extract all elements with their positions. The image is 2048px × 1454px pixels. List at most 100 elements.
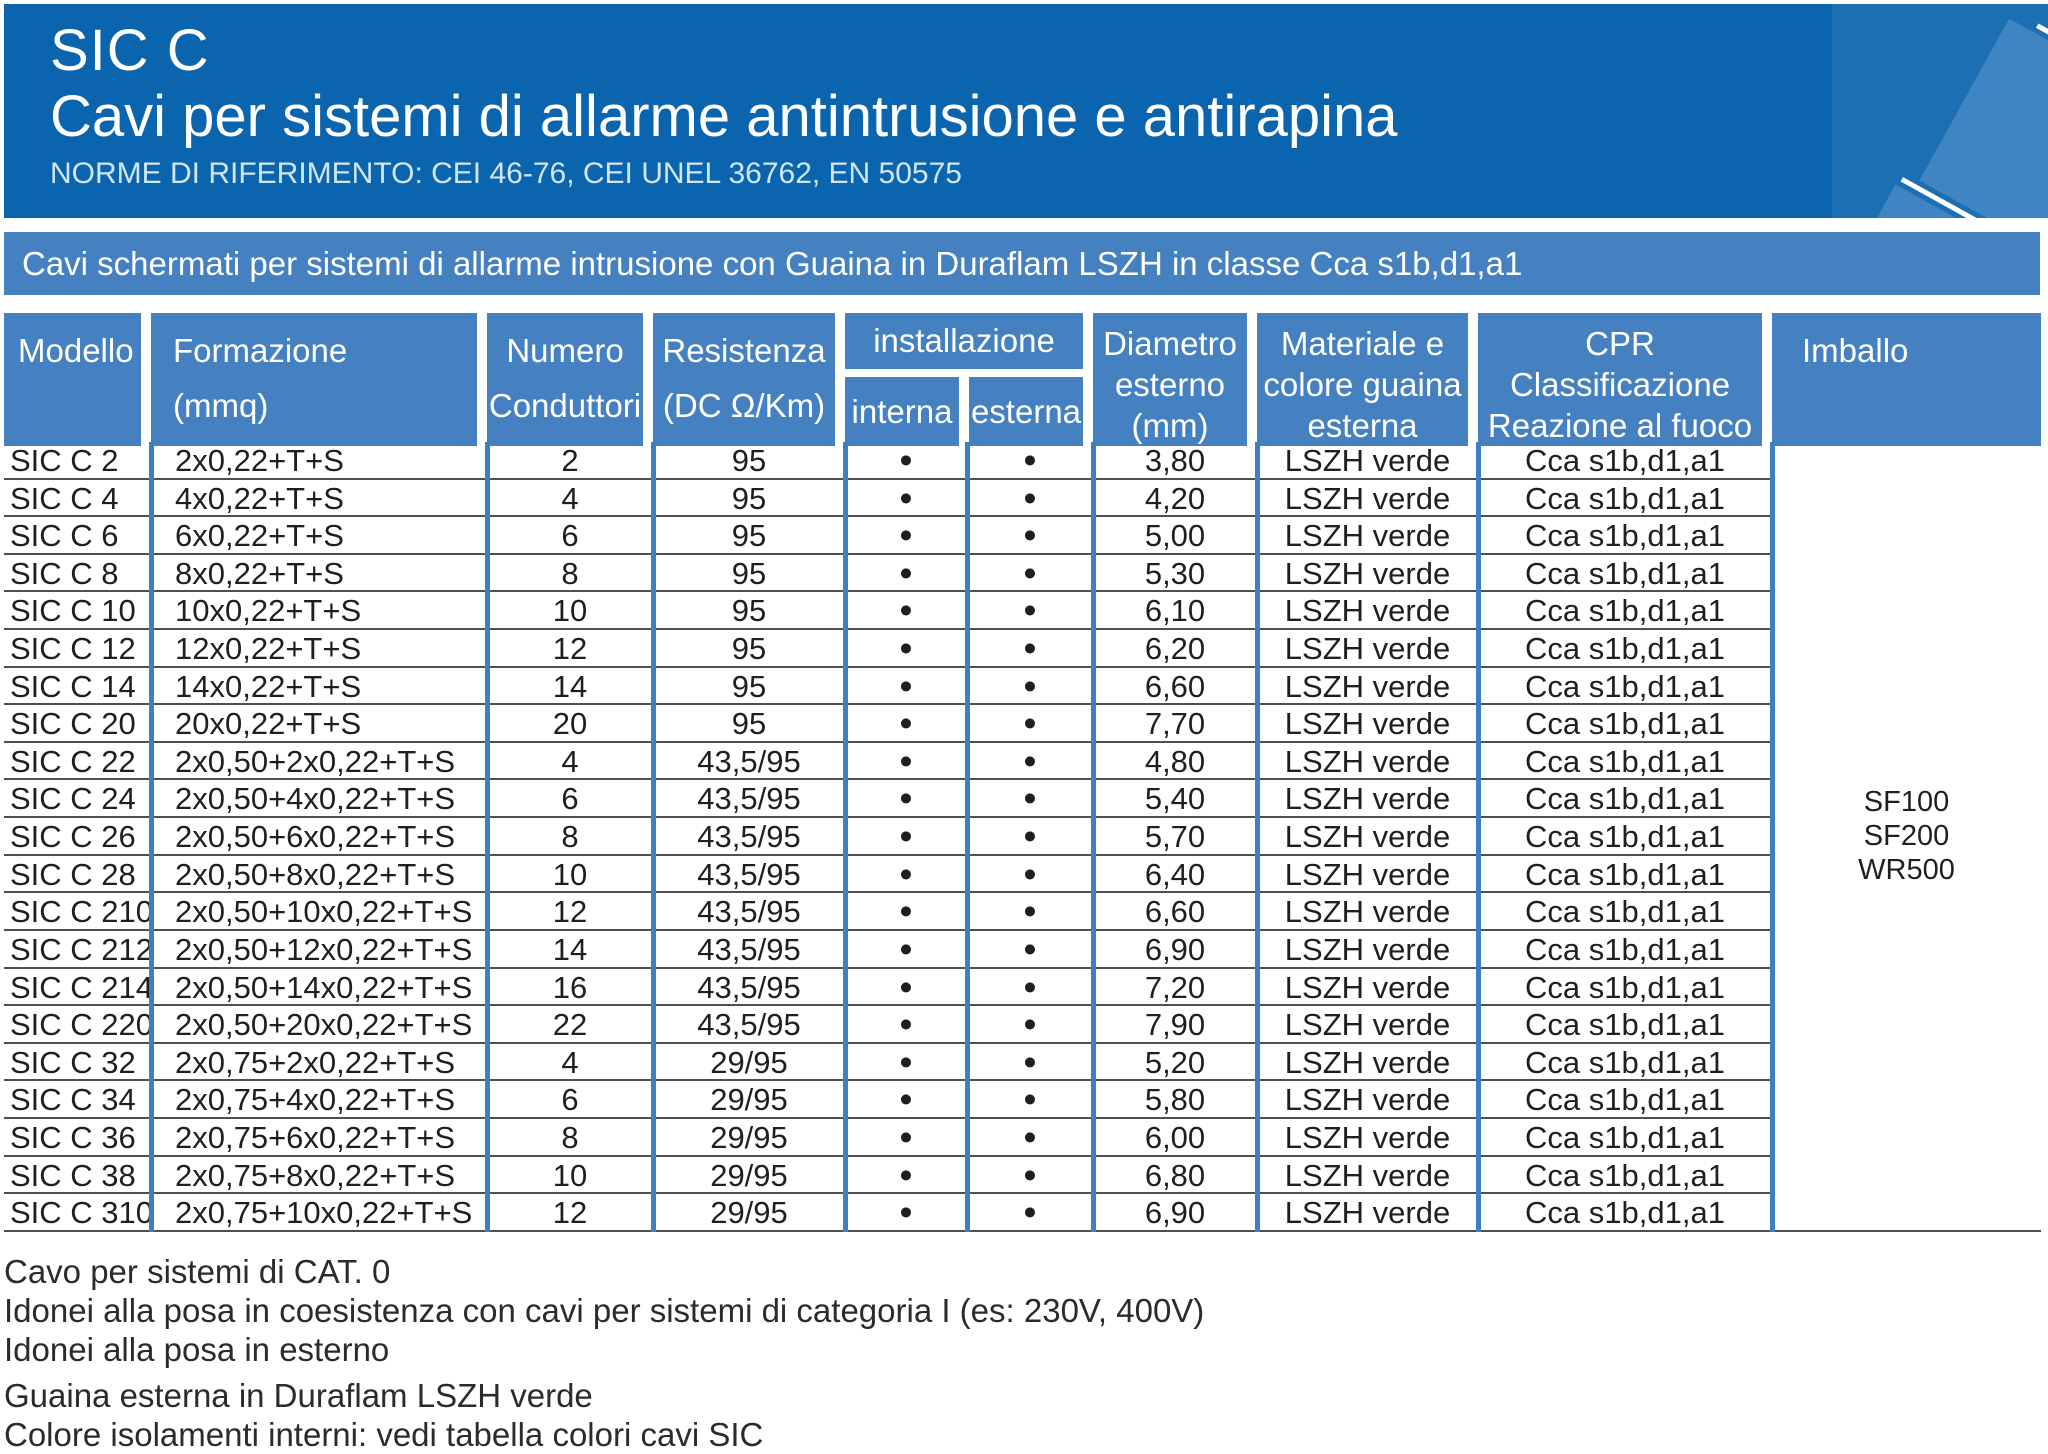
cell-resistenza: 43,5/95 xyxy=(653,969,845,1007)
cell-modello: SIC C 12 xyxy=(4,630,151,668)
installazione-esterna-dot: • xyxy=(967,893,1093,931)
cell-resistenza: 29/95 xyxy=(653,1194,845,1232)
col-header-interna: interna xyxy=(845,377,959,446)
installazione-esterna-dot: • xyxy=(967,931,1093,969)
cell-modello: SIC C 220 xyxy=(4,1006,151,1044)
cell-diametro: 6,10 xyxy=(1093,592,1257,631)
cell-materiale: LSZH verde xyxy=(1257,1194,1478,1232)
cell-formazione: 8x0,22+T+S xyxy=(151,555,487,593)
col-header-installazione-group: installazione interna esterna xyxy=(845,313,1093,446)
cell-formazione: 2x0,50+12x0,22+T+S xyxy=(151,931,487,969)
cell-modello: SIC C 8 xyxy=(4,555,151,593)
installazione-subheaders: interna esterna xyxy=(845,377,1083,446)
installazione-interna-dot: • xyxy=(845,743,967,781)
installazione-interna-dot: • xyxy=(845,1157,967,1195)
cell-numero-conduttori: 12 xyxy=(487,1194,653,1232)
cell-resistenza: 29/95 xyxy=(653,1119,845,1157)
page-title: Cavi per sistemi di allarme antintrusion… xyxy=(50,84,1398,149)
cell-cpr: Cca s1b,d1,a1 xyxy=(1478,630,1772,668)
cell-formazione: 4x0,22+T+S xyxy=(151,480,487,518)
cell-materiale: LSZH verde xyxy=(1257,442,1478,480)
installazione-esterna-dot: • xyxy=(967,517,1093,555)
cell-modello: SIC C 28 xyxy=(4,856,151,894)
imballo-value: SF100 xyxy=(1863,785,1950,818)
installazione-esterna-dot: • xyxy=(967,1194,1093,1232)
installazione-interna-dot: • xyxy=(845,893,967,931)
cell-resistenza: 43,5/95 xyxy=(653,780,845,819)
cell-numero-conduttori: 12 xyxy=(487,893,653,931)
column-divider xyxy=(149,442,154,1232)
cell-numero-conduttori: 8 xyxy=(487,555,653,593)
column-divider xyxy=(1770,442,1775,1232)
cell-materiale: LSZH verde xyxy=(1257,480,1478,518)
cell-cpr: Cca s1b,d1,a1 xyxy=(1478,893,1772,931)
cell-diametro: 5,20 xyxy=(1093,1044,1257,1082)
cell-materiale: LSZH verde xyxy=(1257,517,1478,555)
cell-formazione: 10x0,22+T+S xyxy=(151,592,487,631)
col-header-diametro: Diametro esterno (mm) xyxy=(1093,313,1257,446)
cell-formazione: 2x0,75+6x0,22+T+S xyxy=(151,1119,487,1157)
footnotes: Cavo per sistemi di CAT. 0 Idonei alla p… xyxy=(4,1252,1204,1454)
installazione-esterna-dot: • xyxy=(967,480,1093,518)
installazione-esterna-dot: • xyxy=(967,1006,1093,1044)
cell-formazione: 2x0,75+10x0,22+T+S xyxy=(151,1194,487,1232)
imballo-value: SF200 xyxy=(1863,819,1950,852)
cell-cpr: Cca s1b,d1,a1 xyxy=(1478,480,1772,518)
cell-modello: SIC C 310 xyxy=(4,1194,151,1232)
cell-resistenza: 29/95 xyxy=(653,1044,845,1082)
cell-numero-conduttori: 6 xyxy=(487,1081,653,1119)
cell-diametro: 6,80 xyxy=(1093,1157,1257,1195)
footnote-line: Idonei alla posa in esterno xyxy=(4,1331,390,1368)
cell-diametro: 7,70 xyxy=(1093,705,1257,743)
installazione-interna-dot: • xyxy=(845,630,967,668)
cell-modello: SIC C 38 xyxy=(4,1157,151,1195)
cell-resistenza: 95 xyxy=(653,442,845,480)
cell-diametro: 7,20 xyxy=(1093,969,1257,1007)
installazione-interna-dot: • xyxy=(845,1044,967,1082)
cell-formazione: 2x0,50+10x0,22+T+S xyxy=(151,893,487,931)
cell-formazione: 2x0,50+14x0,22+T+S xyxy=(151,969,487,1007)
cell-modello: SIC C 14 xyxy=(4,668,151,706)
cell-materiale: LSZH verde xyxy=(1257,818,1478,856)
cell-diametro: 4,20 xyxy=(1093,480,1257,518)
cell-numero-conduttori: 20 xyxy=(487,705,653,743)
cell-formazione: 2x0,50+4x0,22+T+S xyxy=(151,780,487,819)
header-gap xyxy=(845,369,1083,377)
cell-resistenza: 95 xyxy=(653,592,845,631)
cell-formazione: 2x0,50+6x0,22+T+S xyxy=(151,818,487,856)
cell-cpr: Cca s1b,d1,a1 xyxy=(1478,592,1772,631)
cell-diametro: 5,30 xyxy=(1093,555,1257,593)
title-block: SIC C Cavi per sistemi di allarme antint… xyxy=(50,18,1788,192)
cell-formazione: 2x0,75+8x0,22+T+S xyxy=(151,1157,487,1195)
cell-diametro: 6,90 xyxy=(1093,931,1257,969)
cell-materiale: LSZH verde xyxy=(1257,1081,1478,1119)
cell-diametro: 5,80 xyxy=(1093,1081,1257,1119)
installazione-esterna-dot: • xyxy=(967,1044,1093,1082)
imballo-value: WR500 xyxy=(1858,853,1955,886)
installazione-esterna-dot: • xyxy=(967,442,1093,480)
cell-diametro: 6,60 xyxy=(1093,893,1257,931)
cell-materiale: LSZH verde xyxy=(1257,1006,1478,1044)
cell-cpr: Cca s1b,d1,a1 xyxy=(1478,1194,1772,1232)
cell-formazione: 20x0,22+T+S xyxy=(151,705,487,743)
cell-formazione: 14x0,22+T+S xyxy=(151,668,487,706)
cell-cpr: Cca s1b,d1,a1 xyxy=(1478,856,1772,894)
cell-numero-conduttori: 8 xyxy=(487,818,653,856)
table-body: SF100 SF200 WR500 SIC C 2 2x0,22+T+S 2 9… xyxy=(4,442,2041,1232)
installazione-interna-dot: • xyxy=(845,480,967,518)
cell-numero-conduttori: 6 xyxy=(487,780,653,819)
cell-formazione: 2x0,75+4x0,22+T+S xyxy=(151,1081,487,1119)
cell-modello: SIC C 26 xyxy=(4,818,151,856)
cell-resistenza: 95 xyxy=(653,705,845,743)
cell-cpr: Cca s1b,d1,a1 xyxy=(1478,1044,1772,1082)
cell-numero-conduttori: 14 xyxy=(487,668,653,706)
footnote-line: Idonei alla posa in coesistenza con cavi… xyxy=(4,1292,1205,1329)
cell-resistenza: 95 xyxy=(653,480,845,518)
cell-diametro: 7,90 xyxy=(1093,1006,1257,1044)
cell-formazione: 12x0,22+T+S xyxy=(151,630,487,668)
cell-modello: SIC C 10 xyxy=(4,592,151,631)
col-header-esterna: esterna xyxy=(969,377,1083,446)
cell-materiale: LSZH verde xyxy=(1257,931,1478,969)
cell-numero-conduttori: 22 xyxy=(487,1006,653,1044)
installazione-esterna-dot: • xyxy=(967,1081,1093,1119)
